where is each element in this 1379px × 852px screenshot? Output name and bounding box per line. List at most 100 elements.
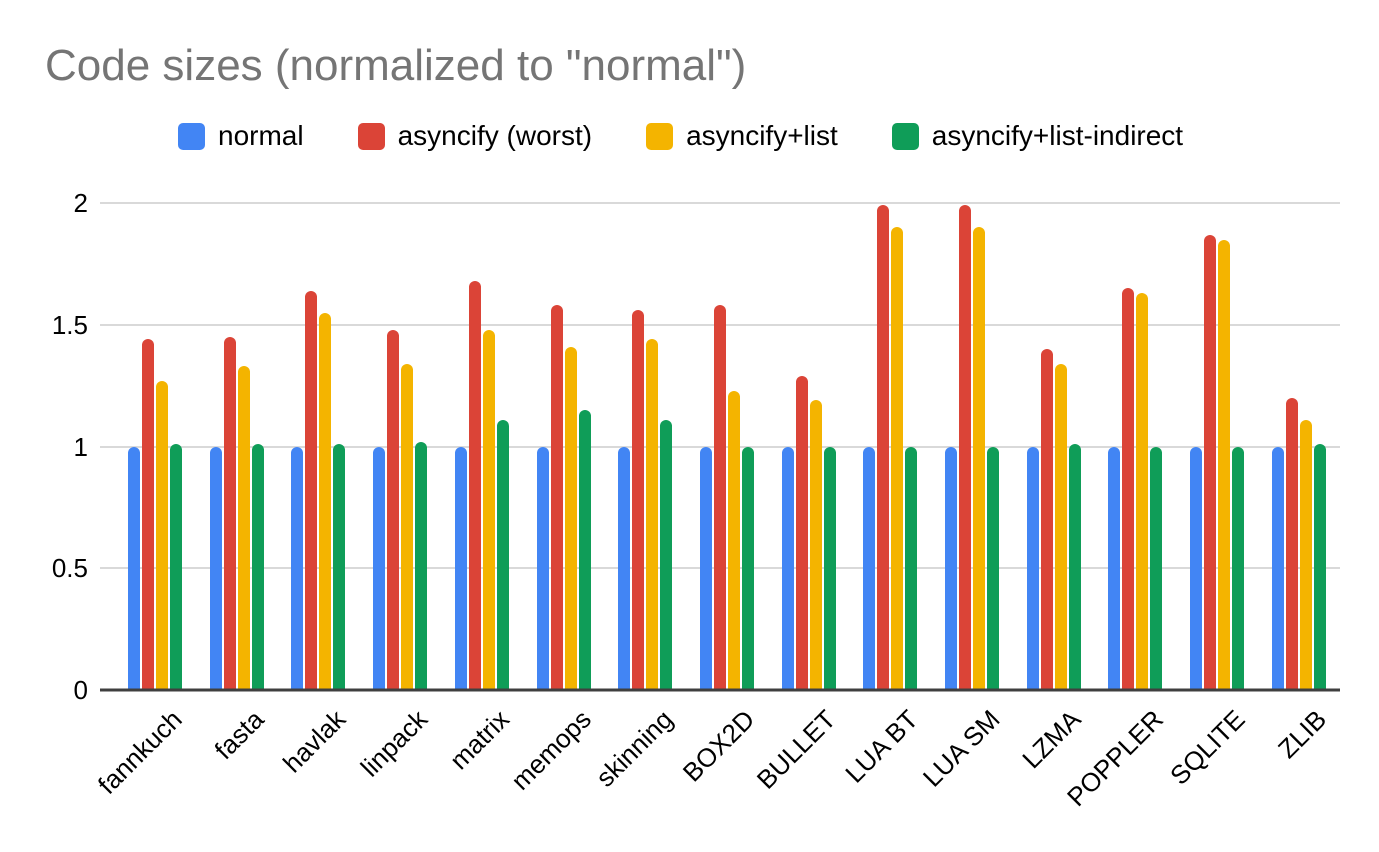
- x-axis-label: fasta: [208, 704, 270, 766]
- bar-asyncify-worst: [632, 310, 645, 690]
- bar-normal: [699, 446, 712, 690]
- bar-asyncify-list-indirect: [578, 409, 591, 690]
- bar-normal: [454, 446, 467, 690]
- bar-asyncify-worst: [550, 305, 563, 690]
- bar-normal: [1190, 446, 1203, 690]
- bar-groups: fannkuch fasta havlak linpack matrix memops sk…: [92, 203, 1340, 812]
- bar-asyncify-worst: [1285, 397, 1298, 690]
- bar-normal: [1108, 446, 1121, 690]
- bar-group-lua-sm: LUA SM: [917, 203, 1005, 793]
- x-axis-label: ZLIB: [1272, 704, 1333, 765]
- bar-asyncify-worst: [142, 339, 154, 690]
- bar-asyncify-list-indirect: [987, 446, 1000, 690]
- bar-group-matrix: matrix: [444, 203, 515, 775]
- bar-asyncify-list-indirect: [170, 444, 182, 690]
- bar-asyncify-list-indirect: [905, 446, 918, 690]
- bar-group-linpack: linpack: [355, 203, 433, 782]
- x-axis-label: linpack: [354, 704, 434, 783]
- bar-asyncify-list-indirect: [251, 444, 264, 690]
- x-axis-label: BULLET: [751, 704, 842, 795]
- bar-normal: [781, 446, 794, 690]
- gridline: [100, 202, 1340, 204]
- bar-asyncify-list: [156, 380, 168, 690]
- x-axis-line: [100, 688, 1340, 692]
- legend-label: asyncify+list: [686, 120, 838, 151]
- bar-asyncify-list-indirect: [415, 441, 428, 690]
- legend-swatch-icon: [357, 122, 385, 150]
- y-axis-tick-label: 1.5: [51, 309, 88, 340]
- x-axis-label: SQLITE: [1163, 704, 1251, 791]
- x-axis-label: matrix: [443, 704, 516, 776]
- bar-asyncify-list: [1218, 239, 1231, 690]
- y-axis-tick-label: 0.5: [51, 553, 88, 584]
- x-axis-label: LZMA: [1016, 704, 1087, 775]
- bar-asyncify-worst: [1204, 234, 1217, 690]
- legend-swatch-icon: [178, 122, 205, 150]
- legend-label: normal: [218, 120, 304, 151]
- bar-normal: [291, 446, 304, 690]
- bar-normal: [1026, 446, 1039, 690]
- bar-asyncify-list: [1136, 293, 1149, 690]
- bar-asyncify-list-indirect: [1068, 444, 1081, 690]
- bar-asyncify-list-indirect: [1150, 446, 1163, 690]
- bar-group-skinning: skinning: [590, 203, 678, 793]
- legend-swatch-icon: [646, 122, 674, 150]
- bar-asyncify-worst: [959, 205, 972, 690]
- bar-group-fasta: fasta: [209, 203, 270, 765]
- y-axis-tick-label: 2: [73, 188, 88, 218]
- plot-area: fannkuch fasta havlak linpack matrix memops sk…: [92, 202, 1340, 812]
- bar-asyncify-worst: [713, 305, 726, 690]
- y-axis: 0 0.5 1 1.5 2: [0, 190, 88, 703]
- bar-asyncify-worst: [795, 375, 808, 690]
- bar-group-lzma: LZMA: [1017, 203, 1087, 774]
- bar-normal: [209, 446, 222, 690]
- bar-normal: [373, 446, 386, 690]
- bar-asyncify-worst: [305, 290, 318, 690]
- bar-asyncify-list-indirect: [741, 446, 754, 690]
- x-axis-label: BOX2D: [676, 704, 761, 788]
- legend-label: asyncify (worst): [397, 120, 593, 151]
- x-axis-label: LUA BT: [838, 704, 924, 789]
- bar-asyncify-list: [809, 400, 822, 690]
- legend-item-asyncify-list: asyncify+list: [646, 120, 838, 152]
- bar-asyncify-worst: [1040, 349, 1053, 690]
- bar-normal: [863, 446, 876, 690]
- legend-item-normal: normal: [178, 120, 304, 152]
- bar-asyncify-list-indirect: [1232, 446, 1245, 690]
- bar-asyncify-list: [973, 227, 986, 690]
- bar-group-poppler: POPPLER: [1061, 203, 1169, 812]
- bar-normal: [1271, 446, 1284, 690]
- bar-asyncify-list: [727, 390, 740, 690]
- legend-item-asyncify-worst: asyncify (worst): [357, 120, 593, 152]
- bar-asyncify-worst: [1122, 288, 1135, 690]
- bar-asyncify-list-indirect: [823, 446, 836, 690]
- bar-group-havlak: havlak: [277, 203, 352, 778]
- bar-asyncify-list: [1299, 419, 1312, 690]
- bar-group-memops: memops: [505, 203, 597, 796]
- bar-group-fannkuch: fannkuch: [92, 203, 188, 800]
- bar-asyncify-list-indirect: [1313, 444, 1326, 690]
- bar-asyncify-worst: [223, 336, 236, 690]
- bar-normal: [618, 446, 631, 690]
- y-axis-tick-label: 0: [73, 675, 88, 705]
- bar-group-zlib: ZLIB: [1271, 203, 1332, 764]
- bar-normal: [128, 446, 140, 690]
- bar-group-lua-bt: LUA BT: [839, 203, 924, 789]
- x-axis-label: skinning: [589, 704, 679, 793]
- bar-asyncify-worst: [877, 205, 890, 690]
- bar-asyncify-list: [482, 329, 495, 690]
- bar-asyncify-list-indirect: [496, 419, 509, 690]
- legend-swatch-icon: [891, 122, 919, 150]
- bar-group-box2d: BOX2D: [677, 203, 760, 788]
- x-axis-label: havlak: [277, 704, 352, 779]
- bar-normal: [945, 446, 958, 690]
- bar-asyncify-list: [319, 312, 332, 690]
- bar-group-bullet: BULLET: [751, 203, 842, 795]
- legend-item-asyncify-list-indirect: asyncify+list-indirect: [891, 120, 1184, 152]
- bar-asyncify-list-indirect: [333, 444, 346, 690]
- chart-title: Code sizes (normalized to "normal"): [45, 41, 747, 90]
- y-axis-tick-label: 1: [73, 431, 88, 462]
- x-axis-label: memops: [505, 704, 597, 796]
- legend-label: asyncify+list-indirect: [931, 120, 1184, 151]
- bar-asyncify-list: [401, 363, 414, 690]
